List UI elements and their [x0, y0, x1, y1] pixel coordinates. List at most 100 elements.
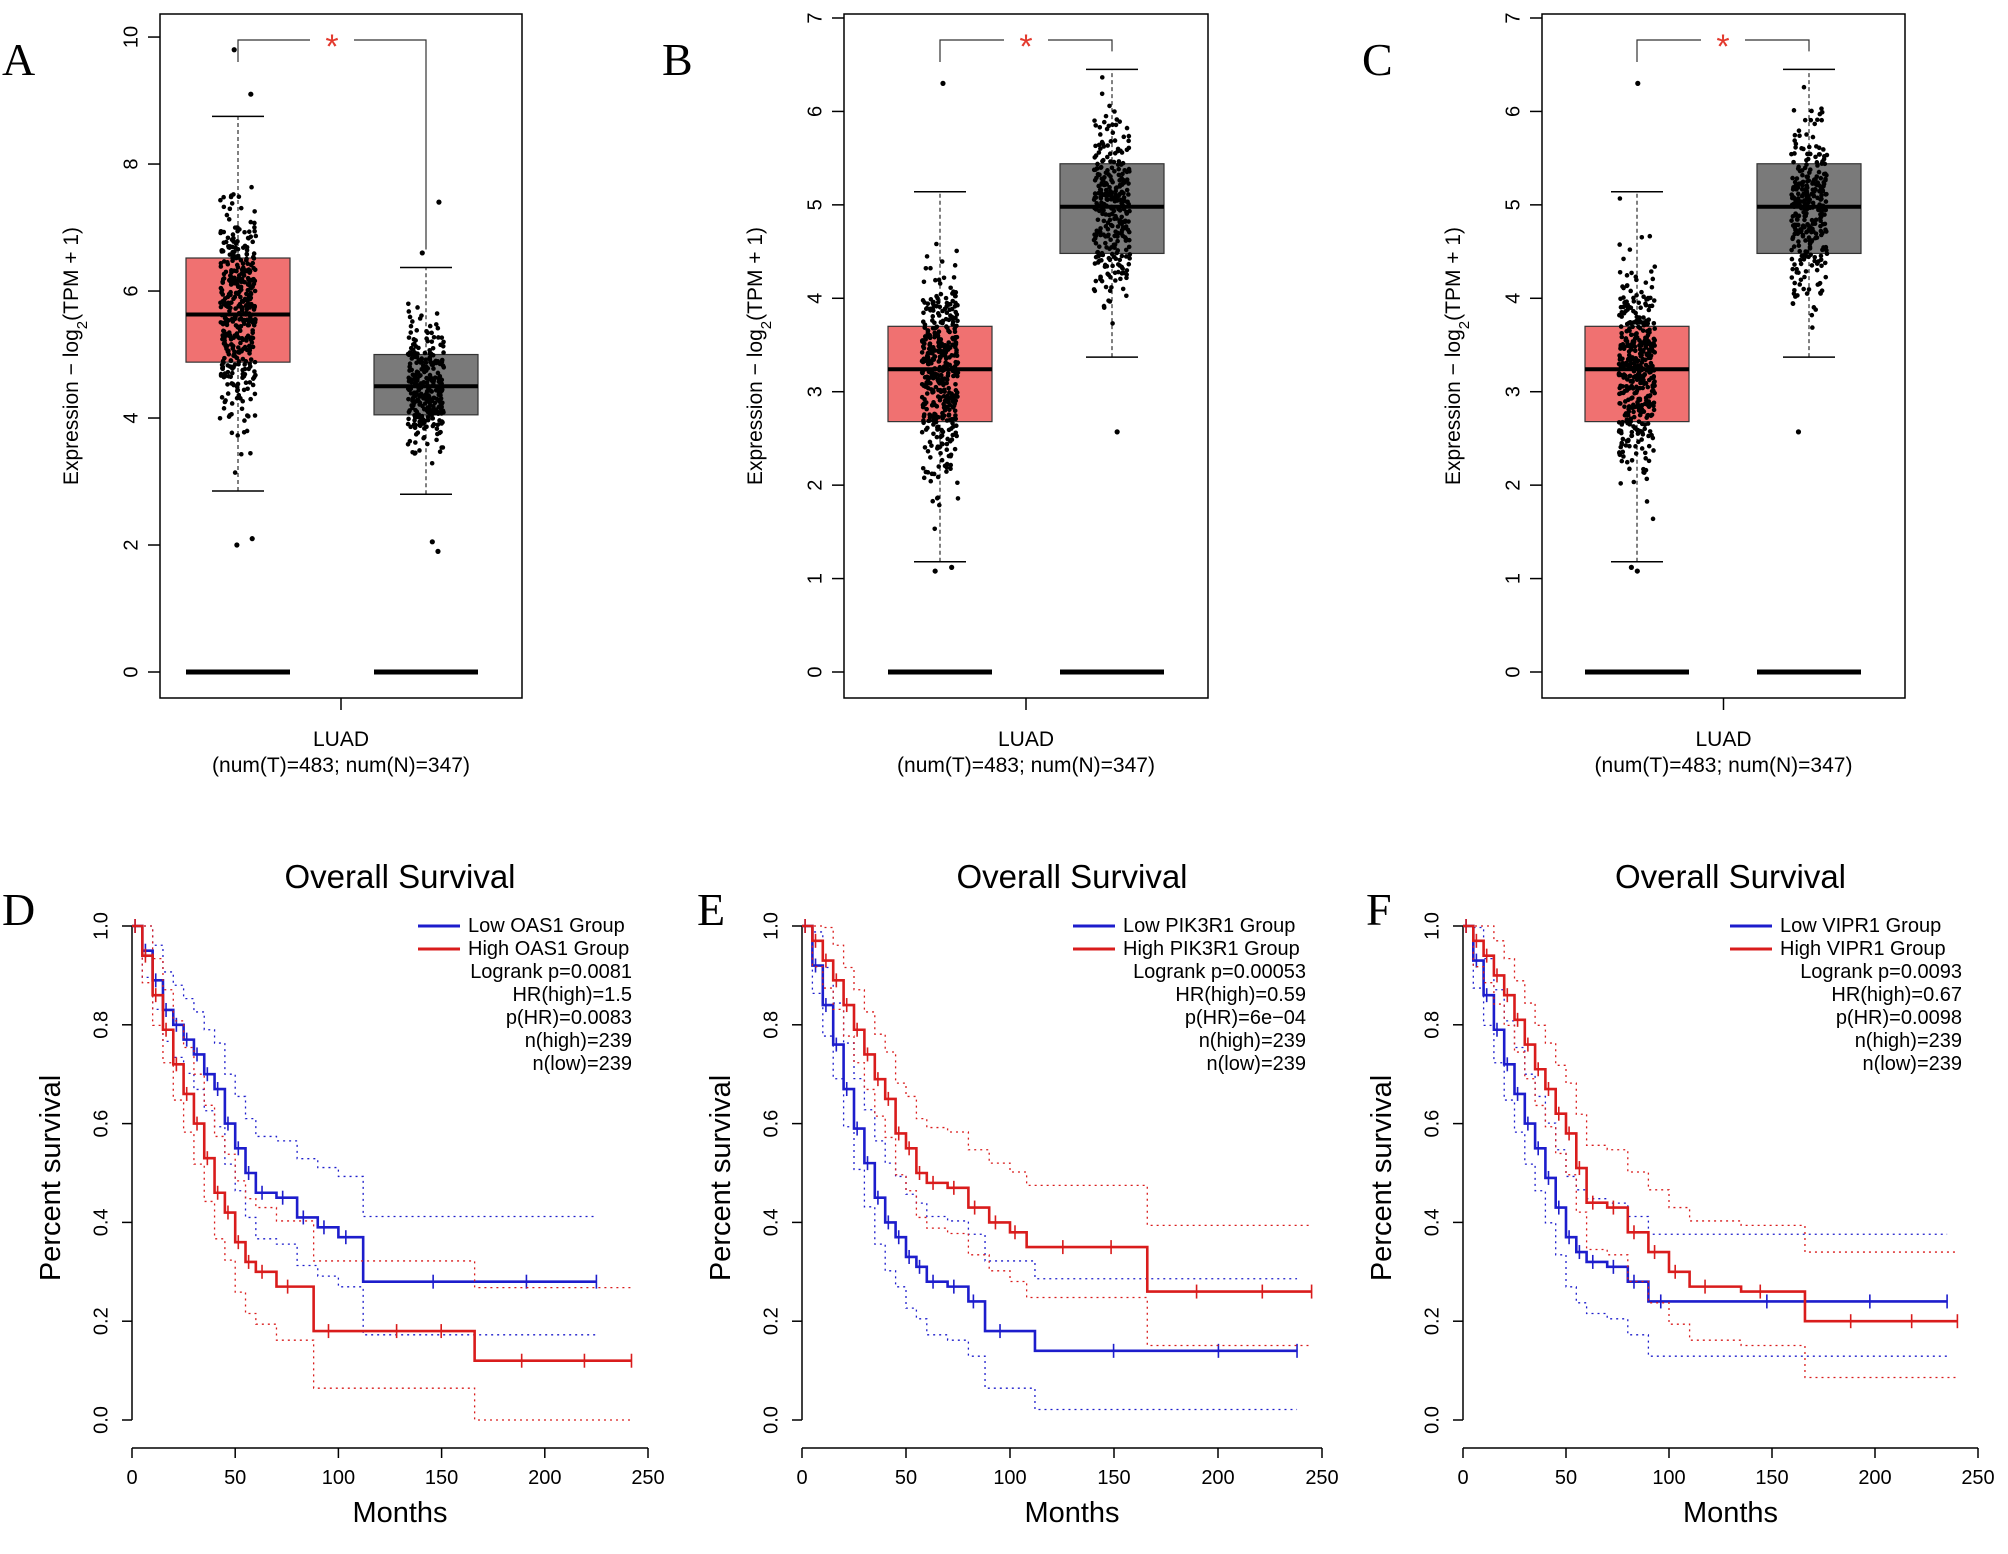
data-point	[437, 449, 443, 455]
data-point	[1629, 458, 1635, 463]
data-point	[1794, 217, 1800, 222]
data-point	[1118, 197, 1123, 203]
significance-gap	[1004, 36, 1048, 44]
data-point	[220, 365, 225, 371]
data-point	[429, 362, 435, 367]
data-point	[235, 228, 240, 234]
data-point	[245, 386, 250, 392]
data-point	[1798, 277, 1804, 283]
y-axis-label-tail: (TPM + 1)	[60, 227, 83, 321]
data-point	[245, 261, 251, 267]
data-point	[1124, 211, 1130, 216]
data-point	[435, 431, 440, 437]
data-point	[1093, 143, 1098, 149]
data-point	[1103, 284, 1109, 290]
data-point	[1804, 254, 1810, 259]
data-point	[936, 359, 942, 364]
data-point	[253, 233, 259, 239]
data-point	[1632, 348, 1638, 354]
data-point	[953, 381, 958, 387]
data-point	[1619, 331, 1624, 336]
data-point	[1093, 123, 1099, 128]
data-point	[1805, 174, 1811, 180]
data-point	[238, 279, 244, 285]
outlier-point	[249, 536, 255, 542]
data-point	[1814, 182, 1820, 188]
data-point	[944, 310, 950, 316]
data-point	[936, 277, 942, 283]
data-point	[1098, 276, 1103, 282]
data-point	[430, 416, 436, 421]
data-point	[924, 406, 929, 412]
data-point	[1627, 443, 1632, 449]
data-point	[946, 340, 951, 345]
data-point	[941, 401, 946, 407]
data-point	[1626, 349, 1632, 354]
data-point	[953, 388, 959, 393]
data-point	[412, 425, 418, 431]
data-point	[935, 295, 940, 301]
data-point	[232, 294, 238, 300]
data-point	[932, 354, 937, 359]
data-point	[930, 375, 936, 381]
data-point	[1792, 222, 1797, 228]
y-axis-label-tail: (TPM + 1)	[744, 227, 767, 321]
data-point	[422, 418, 428, 424]
data-point	[1796, 128, 1802, 134]
data-point	[230, 381, 236, 387]
data-point	[1820, 159, 1825, 164]
data-point	[1121, 178, 1127, 183]
data-point	[1618, 481, 1624, 486]
data-point	[246, 318, 252, 324]
data-point	[1821, 147, 1826, 152]
data-point	[1616, 420, 1622, 425]
data-point	[946, 385, 952, 391]
data-point	[1818, 175, 1824, 181]
data-point	[1805, 179, 1810, 184]
data-point	[1801, 84, 1807, 90]
stat-line: n(low)=239	[532, 1053, 632, 1075]
data-point	[1814, 174, 1820, 179]
data-point	[1108, 188, 1113, 194]
data-point	[426, 393, 431, 398]
y-tick-label: 0.2	[760, 1307, 782, 1335]
data-point	[1102, 175, 1107, 180]
data-point	[224, 212, 230, 218]
y-tick-label: 7	[1502, 12, 1524, 23]
data-point	[919, 429, 925, 435]
data-point	[425, 330, 430, 336]
data-point	[1797, 248, 1803, 254]
data-point	[1652, 326, 1658, 331]
data-point	[1117, 191, 1123, 197]
data-point	[218, 320, 224, 325]
data-point	[1795, 293, 1800, 298]
data-point	[944, 324, 949, 329]
x-tick-label: 150	[1097, 1467, 1130, 1489]
data-point	[924, 381, 930, 387]
data-point	[1120, 286, 1126, 292]
data-point	[1792, 138, 1797, 143]
data-point	[1637, 351, 1643, 357]
data-point	[942, 343, 948, 348]
data-point	[1813, 154, 1818, 160]
data-point	[1092, 118, 1097, 123]
category-note: (num(T)=483; num(N)=347)	[212, 754, 470, 777]
data-point	[1126, 192, 1131, 197]
outlier-point	[436, 199, 442, 205]
data-point	[1618, 363, 1624, 369]
data-point	[944, 397, 949, 402]
data-point	[427, 357, 433, 362]
data-point	[1115, 224, 1121, 229]
x-axis-label: Months	[1683, 1497, 1778, 1529]
data-point	[1792, 287, 1797, 293]
x-axis-label: Months	[352, 1497, 447, 1529]
significance-gap	[310, 36, 354, 44]
data-point	[418, 360, 423, 365]
y-tick-label: 0.8	[90, 1011, 112, 1039]
data-point	[1650, 516, 1656, 522]
data-point	[1631, 479, 1637, 485]
data-point	[219, 312, 225, 318]
data-point	[1810, 187, 1816, 193]
x-tick-label: 0	[126, 1467, 137, 1489]
data-point	[434, 426, 440, 432]
